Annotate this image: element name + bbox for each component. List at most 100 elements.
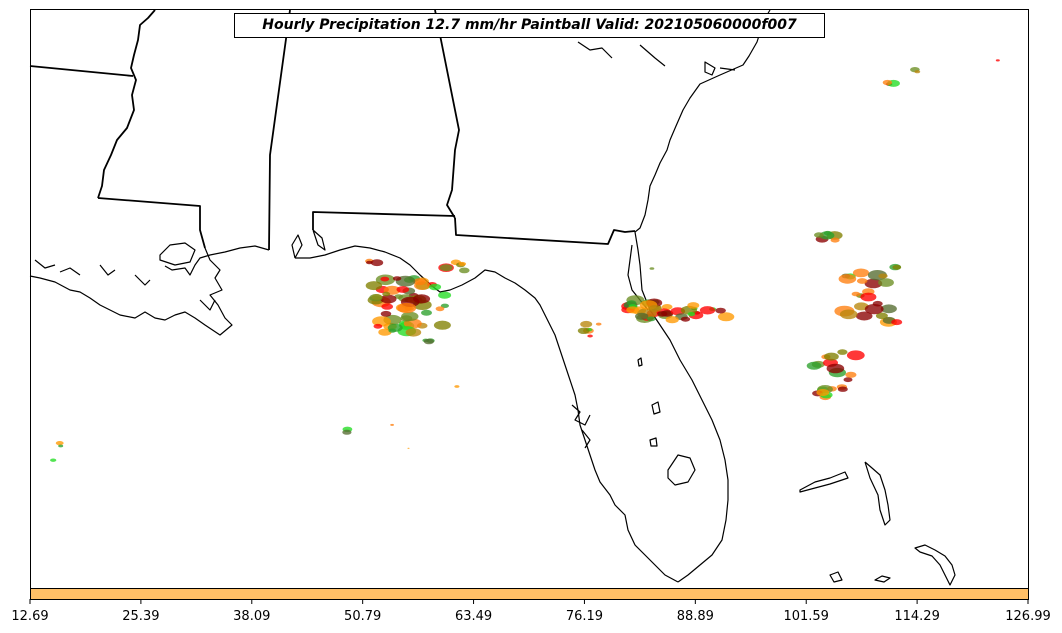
paintball-blob <box>843 377 853 383</box>
paintball-blob <box>577 327 590 334</box>
paintball-blob <box>405 328 422 337</box>
andros-and-small-islands <box>829 571 891 583</box>
paintball-blob <box>387 323 403 332</box>
florida-lakes <box>637 357 661 447</box>
paintball-blob <box>626 306 640 314</box>
colorbar-tick-label: 12.69 <box>11 609 49 624</box>
paintball-blob <box>878 278 894 287</box>
paintball-blob <box>892 264 902 270</box>
paintball-blob <box>433 320 451 330</box>
paintball-blob <box>646 316 656 322</box>
paintball-blob <box>366 260 373 265</box>
colorbar-tick-label: 76.19 <box>565 609 604 624</box>
paintball-blob <box>830 237 840 243</box>
tampa-bay-inlets <box>571 404 591 449</box>
mississippi-alabama-border <box>268 9 291 251</box>
paintball-blob <box>595 322 602 326</box>
alabama-georgia-border <box>434 9 460 219</box>
paintball-blob <box>837 386 848 392</box>
paintball-blob <box>414 281 431 290</box>
paintball-blob <box>429 283 442 291</box>
precipitation-paintballs <box>50 59 1000 462</box>
paintball-blob <box>365 281 383 291</box>
paintball-blob <box>665 316 679 324</box>
paintball-blob <box>440 303 449 308</box>
colorbar <box>30 588 1029 600</box>
alabama-florida-border <box>312 211 456 230</box>
paintball-blob <box>995 59 1000 62</box>
lake-okeechobee <box>667 454 696 486</box>
paintball-blob <box>715 307 726 314</box>
paintball-blob <box>824 352 839 361</box>
paintball-blob <box>864 304 884 315</box>
paintball-blob <box>687 302 700 309</box>
paintball-blob <box>372 316 391 327</box>
paintball-blob <box>657 311 668 317</box>
colorbar-tick-label: 63.49 <box>454 609 493 624</box>
colorbar-tick-label: 38.09 <box>233 609 271 624</box>
paintball-blob <box>380 310 392 317</box>
paintball-blob <box>373 323 383 329</box>
alabama-mississippi-coastline <box>164 229 326 276</box>
colorbar-tick-label: 101.59 <box>783 609 829 624</box>
paintball-blob <box>58 444 64 448</box>
paintball-blob <box>459 267 470 274</box>
paintball-blob <box>435 306 445 312</box>
paintball-blob <box>635 312 649 320</box>
paintball-blob <box>860 292 877 302</box>
paintball-blob <box>55 441 64 446</box>
paintball-blob <box>891 319 903 326</box>
paintball-blob <box>819 231 835 240</box>
paintball-blob <box>369 294 383 302</box>
louisiana-coastline <box>29 247 233 336</box>
paintball-blob <box>864 278 883 289</box>
florida-gulf-coastline <box>295 245 679 583</box>
colorbar-tick-label: 50.79 <box>344 609 382 624</box>
paintball-blob <box>680 316 691 322</box>
paintball-blob <box>687 312 696 317</box>
paintball-blob <box>699 306 716 315</box>
state-borders <box>29 9 636 251</box>
georgia-florida-border <box>454 217 636 245</box>
paintball-blob <box>390 423 394 426</box>
paintball-blob <box>421 309 432 316</box>
paintball-blob <box>423 338 434 345</box>
paintball-blob <box>50 458 57 462</box>
paintball-blob <box>814 232 824 238</box>
paintball-blob <box>626 300 637 306</box>
paintball-blob <box>454 385 460 388</box>
paintball-blob <box>397 302 417 314</box>
paintball-blob <box>370 259 384 267</box>
tennessee-south-border <box>29 65 134 77</box>
paintball-blob <box>580 320 593 328</box>
louisiana-north-border <box>97 197 206 249</box>
paintball-blob <box>837 349 848 355</box>
paintball-blob <box>855 311 873 321</box>
paintball-blob <box>816 389 830 396</box>
paintball-blob <box>378 328 392 336</box>
paintball-blob <box>458 261 467 266</box>
colorbar-ticks <box>29 599 1029 604</box>
paintball-blob <box>882 79 893 86</box>
atlantic-coastline <box>634 9 771 583</box>
paintball-blob <box>875 312 888 320</box>
paintball-blob <box>648 305 662 313</box>
paintball-blob <box>380 276 390 282</box>
paintball-blob <box>438 291 452 299</box>
colorbar-tick-label: 25.39 <box>122 609 160 624</box>
paintball-blob <box>717 312 735 322</box>
paintball-blob <box>396 286 410 293</box>
paintball-blob <box>407 447 410 449</box>
paintball-blob <box>392 276 402 281</box>
paintball-blob <box>845 371 857 378</box>
map-title: Hourly Precipitation 12.7 mm/hr Paintbal… <box>234 13 825 38</box>
paintball-blob <box>826 363 845 374</box>
paintball-blob <box>806 361 822 370</box>
paintball-blob <box>587 334 593 338</box>
mississippi-river-border <box>97 9 156 199</box>
paintball-blob <box>439 264 453 272</box>
colorbar-tick-label: 126.99 <box>1005 609 1051 624</box>
abaco-island <box>864 461 891 526</box>
paintball-blob <box>914 70 921 74</box>
